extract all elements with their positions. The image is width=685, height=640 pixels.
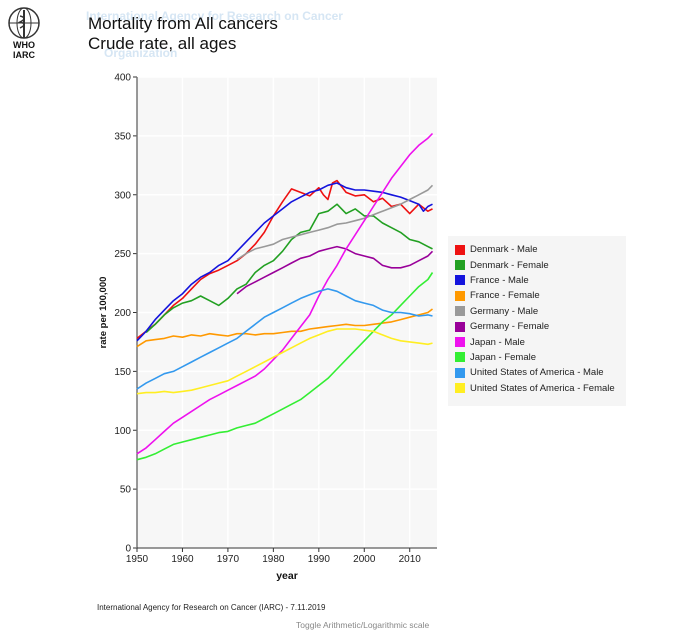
who-emblem-icon bbox=[8, 7, 40, 39]
legend-item[interactable]: Denmark - Female bbox=[448, 257, 626, 272]
x-tick-label: 1990 bbox=[308, 554, 331, 565]
legend-label: United States of America - Female bbox=[470, 382, 615, 394]
chart-subtitle: Crude rate, all ages bbox=[88, 34, 237, 53]
legend-swatch bbox=[455, 367, 465, 378]
legend-item[interactable]: Denmark - Male bbox=[448, 242, 626, 257]
x-tick-label: 2010 bbox=[399, 554, 422, 565]
y-tick-label: 200 bbox=[114, 308, 131, 319]
legend-label: France - Male bbox=[470, 274, 529, 286]
legend-item[interactable]: Germany - Male bbox=[448, 304, 626, 319]
legend-item[interactable]: Japan - Male bbox=[448, 334, 626, 349]
footer-credit: International Agency for Research on Can… bbox=[97, 603, 326, 612]
logo-line1: WHO bbox=[13, 40, 35, 50]
series-line bbox=[136, 179, 433, 340]
y-tick-label: 400 bbox=[114, 73, 131, 84]
y-tick-label: 150 bbox=[114, 367, 131, 378]
series-line bbox=[136, 132, 434, 455]
legend-item[interactable]: Germany - Female bbox=[448, 319, 626, 334]
x-axis-label: year bbox=[276, 570, 298, 582]
toggle-scale-link[interactable]: Toggle Arithmetic/Logarithmic scale bbox=[296, 620, 430, 630]
legend-swatch bbox=[455, 275, 465, 286]
legend-label: Japan - Male bbox=[470, 336, 525, 348]
watermark-line2: Organization bbox=[104, 46, 178, 60]
series-line bbox=[136, 328, 433, 395]
legend-swatch bbox=[455, 383, 465, 394]
legend-label: Denmark - Male bbox=[470, 244, 538, 256]
legend-label: Denmark - Female bbox=[470, 259, 549, 271]
series-line bbox=[145, 203, 433, 334]
y-tick-label: 50 bbox=[120, 485, 132, 496]
chart-legend: Denmark - Male Denmark - Female France - M… bbox=[448, 236, 626, 406]
legend-swatch bbox=[455, 306, 465, 317]
chart-titles: Mortality from All cancers Crude rate, a… bbox=[88, 14, 278, 54]
x-tick-label: 1950 bbox=[126, 554, 149, 565]
y-tick-label: 300 bbox=[114, 190, 131, 201]
legend-swatch bbox=[455, 321, 465, 332]
legend-swatch bbox=[455, 290, 465, 301]
legend-label: Japan - Female bbox=[470, 351, 537, 363]
y-tick-label: 100 bbox=[114, 426, 131, 437]
y-tick-label: 0 bbox=[125, 544, 131, 555]
x-tick-label: 1980 bbox=[262, 554, 285, 565]
series-line bbox=[236, 184, 434, 261]
legend-item[interactable]: France - Female bbox=[448, 288, 626, 303]
legend-label: United States of America - Male bbox=[470, 367, 604, 379]
x-tick-label: 1960 bbox=[171, 554, 194, 565]
y-axis-label: rate per 100,000 bbox=[98, 277, 109, 349]
chart-title: Mortality from All cancers bbox=[88, 14, 278, 33]
legend-item[interactable]: United States of America - Female bbox=[448, 381, 626, 396]
series-line bbox=[136, 272, 434, 461]
logo-line2: IARC bbox=[13, 50, 35, 60]
legend-swatch bbox=[455, 260, 465, 271]
legend-item[interactable]: France - Male bbox=[448, 273, 626, 288]
legend-item[interactable]: Japan - Female bbox=[448, 350, 626, 365]
who-iarc-logo: WHO IARC bbox=[4, 6, 44, 66]
y-tick-label: 250 bbox=[114, 249, 131, 260]
legend-swatch bbox=[455, 244, 465, 255]
line-chart: 0 50 100 150 200 250 300 350 400 1950 1960 1970 1980… bbox=[98, 73, 437, 582]
legend-label: Germany - Male bbox=[470, 305, 539, 317]
series-line bbox=[136, 288, 433, 390]
x-tick-label: 1970 bbox=[217, 554, 240, 565]
watermark-line1: International Agency for Research on Can… bbox=[86, 9, 343, 23]
y-tick-label: 350 bbox=[114, 131, 131, 142]
legend-swatch bbox=[455, 352, 465, 363]
series-line bbox=[236, 245, 434, 295]
legend-label: Germany - Female bbox=[470, 321, 550, 333]
legend-label: France - Female bbox=[470, 290, 540, 302]
series-line bbox=[136, 182, 433, 342]
legend-item[interactable]: United States of America - Male bbox=[448, 365, 626, 380]
watermark: International Agency for Research on Can… bbox=[86, 10, 343, 60]
legend-swatch bbox=[455, 337, 465, 348]
x-tick-label: 2000 bbox=[353, 554, 376, 565]
series-line bbox=[136, 308, 433, 348]
